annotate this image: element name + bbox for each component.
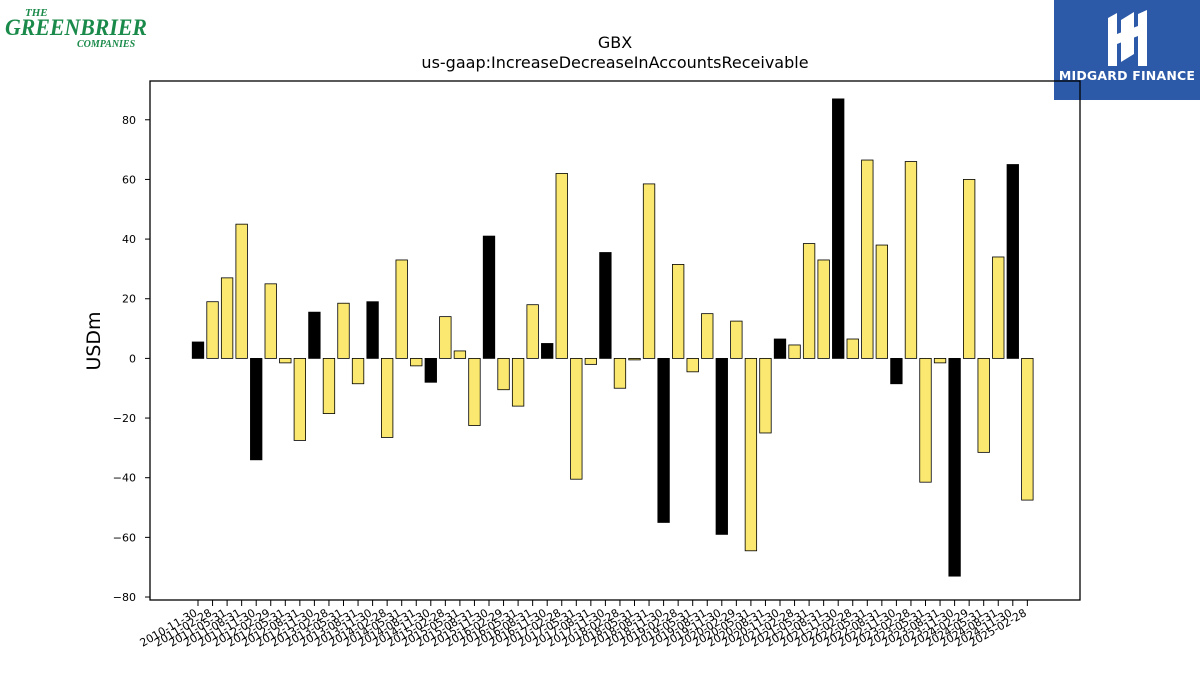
y-tick-label: 20	[122, 293, 136, 306]
bar-2023-05-31	[919, 357, 932, 483]
bar-2013-11-30	[366, 301, 379, 359]
y-tick-label: 40	[122, 233, 136, 246]
bar-2022-11-30	[890, 357, 903, 385]
bar-2021-11-30	[832, 98, 845, 359]
greenbrier-logo: THE GREENBRIER COMPANIES	[5, 4, 150, 50]
chart-title: GBX	[598, 33, 632, 52]
bar-2012-05-31	[279, 357, 292, 364]
bar-2018-11-30	[657, 357, 670, 523]
bar-2020-08-31	[759, 357, 772, 434]
bar-2019-11-30	[715, 357, 728, 535]
bar-2012-11-30	[308, 311, 321, 359]
bar-2016-11-30	[541, 343, 554, 359]
y-tick-label: −20	[113, 412, 136, 425]
y-tick-label: −60	[113, 531, 136, 544]
bar-2017-05-31	[570, 357, 583, 480]
y-tick-label: 80	[122, 114, 136, 127]
bar-2019-05-31	[686, 357, 699, 373]
bar-2024-05-31	[977, 357, 990, 453]
bar-2013-05-31	[337, 302, 350, 359]
bar-2022-08-31	[875, 244, 888, 359]
x-axis-ticks: 2010-11-302011-02-282011-05-312011-08-31…	[138, 600, 1029, 650]
bar-2013-02-28	[322, 357, 336, 414]
bar-2016-08-31	[526, 304, 539, 359]
bar-2015-08-31	[468, 357, 481, 426]
logo-text-greenbrier: GREENBRIER	[5, 15, 147, 40]
bar-2015-11-30	[482, 235, 496, 359]
y-tick-label: 0	[129, 352, 136, 365]
bar-2021-08-31	[817, 259, 830, 359]
bar-2014-02-28	[380, 357, 394, 438]
midgard-finance-label: MIDGARD FINANCE	[1058, 68, 1196, 83]
bar-2016-05-31	[511, 357, 525, 407]
y-tick-label: 60	[122, 173, 136, 186]
midgard-emblem-icon	[1108, 10, 1147, 66]
bar-2019-08-31	[701, 313, 714, 359]
chart-subtitle: us-gaap:IncreaseDecreaseInAccountsReceiv…	[421, 53, 808, 72]
bar-2013-08-31	[351, 357, 365, 385]
bars-group	[191, 98, 1034, 577]
bar-2018-08-31	[642, 183, 656, 359]
logo-text-the: THE	[25, 7, 48, 19]
bar-2023-11-30	[948, 357, 961, 577]
bar-2020-11-30	[773, 338, 787, 359]
bar-2011-11-30	[250, 357, 263, 461]
bar-2017-02-28	[555, 173, 568, 359]
bar-2024-11-30	[1006, 164, 1019, 359]
y-axis-ticks: −80 −60 −40 −20 0 20 40 60 80	[113, 114, 150, 604]
bar-2016-02-29	[497, 357, 510, 391]
bar-2017-08-31	[584, 357, 597, 365]
y-tick-label: −40	[113, 472, 136, 485]
bar-2020-05-31	[744, 357, 758, 552]
bar-2017-11-30	[599, 252, 612, 359]
y-tick-label: −80	[113, 591, 136, 604]
bar-2024-02-29	[963, 179, 976, 359]
bar-2018-05-31	[628, 357, 641, 361]
bar-2022-02-28	[846, 338, 859, 359]
y-axis-label: USDm	[83, 311, 105, 370]
bar-2022-05-31	[861, 159, 874, 359]
bar-2023-08-31	[933, 357, 947, 364]
bar-2012-02-29	[264, 283, 277, 359]
plot-frame	[149, 80, 1081, 601]
bar-2023-02-28	[904, 161, 918, 359]
bar-2011-05-31	[220, 277, 234, 359]
bar-2012-08-31	[293, 357, 307, 441]
bar-2011-02-28	[206, 301, 219, 359]
bar-2015-02-28	[439, 316, 452, 359]
bar-2018-02-28	[613, 357, 627, 389]
bar-2011-08-31	[235, 223, 248, 359]
bar-2021-05-31	[802, 243, 816, 359]
bar-2014-11-30	[424, 357, 437, 383]
bar-2020-02-29	[730, 320, 743, 359]
bar-2014-05-31	[395, 259, 408, 359]
bar-2019-02-28	[672, 264, 685, 359]
logo-text-companies: COMPANIES	[77, 39, 136, 50]
midgard-finance-logo: MIDGARD FINANCE	[1054, 0, 1200, 100]
bar-2010-11-30	[191, 341, 205, 359]
bar-2021-02-28	[788, 344, 801, 359]
bar-2014-08-31	[410, 357, 423, 367]
bar-2015-05-31	[453, 350, 467, 359]
bar-2024-08-31	[992, 256, 1005, 359]
bar-2025-02-28	[1021, 357, 1034, 501]
